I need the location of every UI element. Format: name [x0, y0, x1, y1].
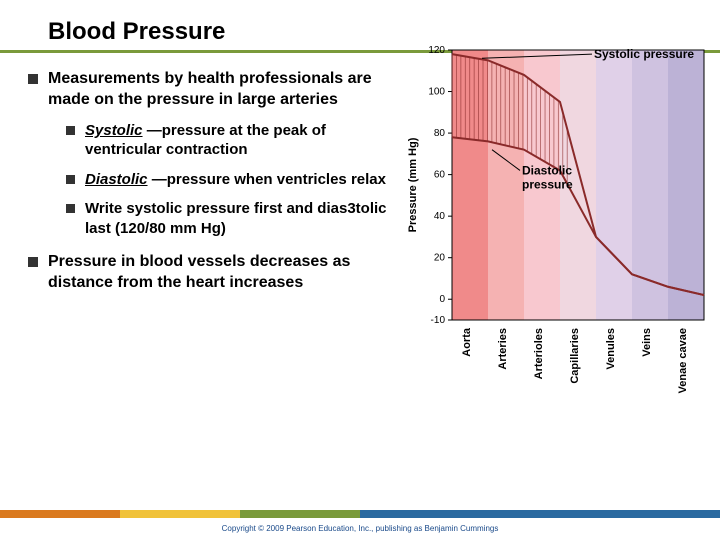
footer-bar-segment — [240, 510, 360, 518]
text-column: Measurements by health professionals are… — [0, 63, 400, 304]
bullet-2: Pressure in blood vessels decreases as d… — [28, 252, 400, 294]
svg-text:0: 0 — [439, 294, 445, 305]
pressure-chart: -10 0 20 40 60 80 100 120 Pressure (mm Hg) Aorta A… — [404, 40, 714, 400]
svg-text:60: 60 — [434, 170, 446, 181]
bullet-2-text: Pressure in blood vessels decreases as d… — [48, 252, 400, 294]
bullet-1b-text: Diastolic —pressure when ventricles rela… — [85, 170, 386, 190]
svg-text:80: 80 — [434, 128, 446, 139]
svg-text:Aorta: Aorta — [461, 327, 473, 357]
svg-text:Arterioles: Arterioles — [533, 328, 545, 379]
bullet-1c-text: Write systolic pressure first and dias3t… — [85, 199, 400, 238]
svg-text:Arteries: Arteries — [497, 328, 509, 370]
svg-text:40: 40 — [434, 211, 446, 222]
svg-text:Systolic pressure: Systolic pressure — [594, 47, 694, 61]
bullet-1-text: Measurements by health professionals are… — [48, 69, 400, 111]
footer-bar-segment — [120, 510, 240, 518]
bullet-icon — [28, 257, 38, 267]
footer-bar-segment — [0, 510, 120, 518]
bullet-1b-rest: —pressure when ventricles relax — [148, 171, 386, 188]
bullet-1: Measurements by health professionals are… — [28, 69, 400, 111]
bullet-icon — [66, 126, 75, 135]
bullet-icon — [66, 175, 75, 184]
svg-text:Venules: Venules — [605, 328, 617, 370]
bullet-1b: Diastolic —pressure when ventricles rela… — [66, 170, 400, 190]
svg-text:pressure: pressure — [522, 178, 573, 192]
term-systolic: Systolic — [85, 122, 143, 139]
svg-text:Pressure (mm Hg): Pressure (mm Hg) — [407, 137, 419, 232]
bullet-1a: Systolic —pressure at the peak of ventri… — [66, 121, 400, 160]
svg-text:100: 100 — [428, 87, 445, 98]
bullet-icon — [28, 74, 38, 84]
term-diastolic: Diastolic — [85, 171, 148, 188]
svg-text:Diastolic: Diastolic — [522, 164, 572, 178]
bullet-1a-text: Systolic —pressure at the peak of ventri… — [85, 121, 400, 160]
footer-bars — [0, 510, 720, 518]
footer-bar-segment — [360, 510, 720, 518]
svg-text:-10: -10 — [431, 315, 446, 326]
svg-text:Venae cavae: Venae cavae — [677, 328, 689, 393]
bullet-1c: Write systolic pressure first and dias3t… — [66, 199, 400, 238]
svg-text:20: 20 — [434, 253, 446, 264]
svg-text:120: 120 — [428, 45, 445, 56]
bullet-icon — [66, 204, 75, 213]
copyright-text: Copyright © 2009 Pearson Education, Inc.… — [0, 518, 720, 540]
svg-text:Veins: Veins — [641, 328, 653, 357]
svg-text:Capillaries: Capillaries — [569, 328, 581, 384]
